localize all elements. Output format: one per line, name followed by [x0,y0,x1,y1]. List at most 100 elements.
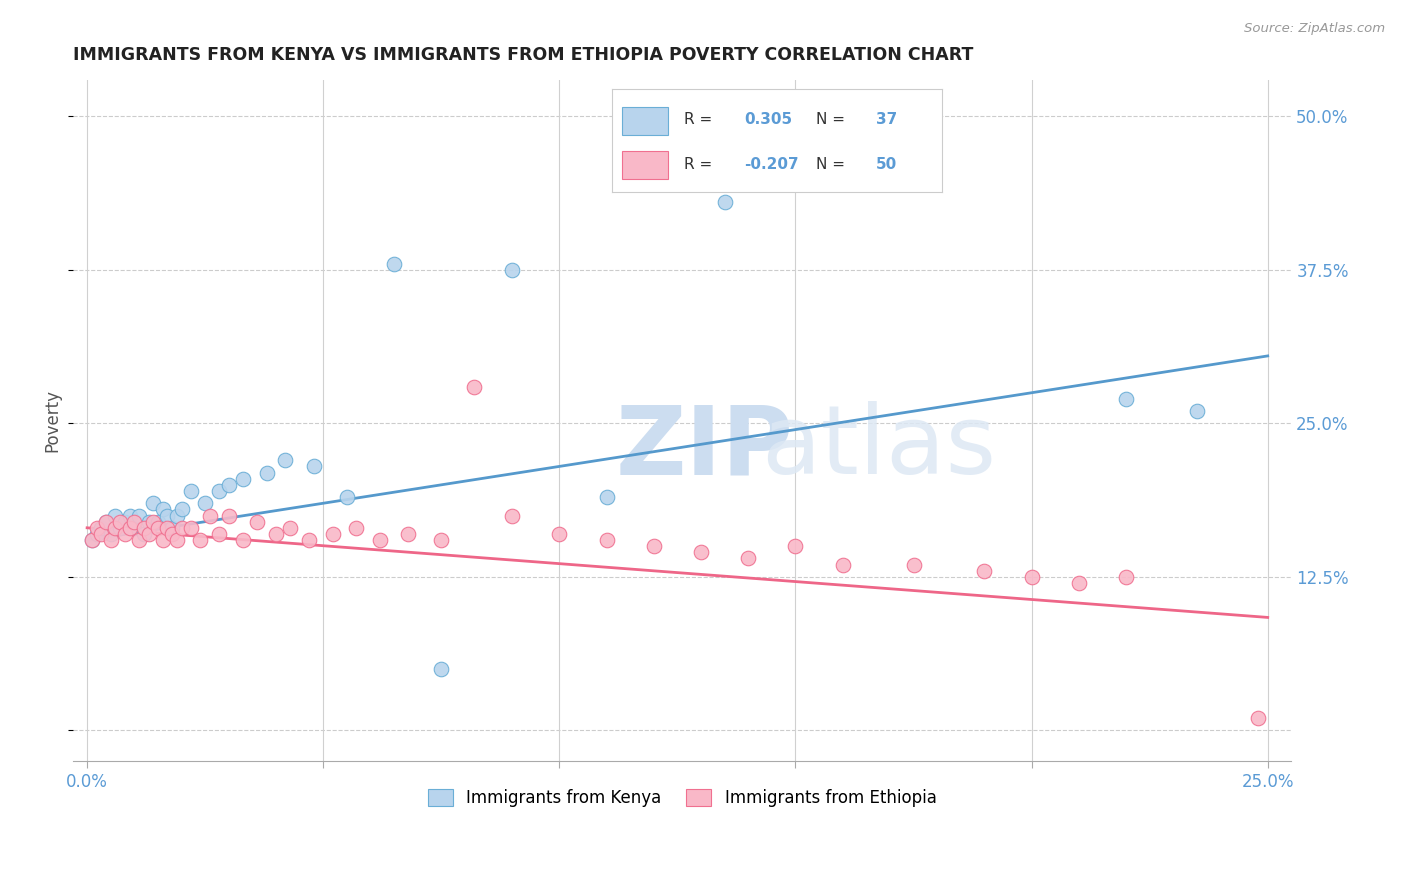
Point [256,466,278,480]
Point [831,558,853,572]
Point [595,490,617,504]
Point [90,521,112,535]
Point [132,521,155,535]
Point [298,533,321,547]
Point [198,508,221,523]
Point [108,521,131,535]
Text: Source: ZipAtlas.com: Source: ZipAtlas.com [1244,22,1385,36]
Point [548,527,571,541]
Point [463,379,485,393]
Text: IMMIGRANTS FROM KENYA VS IMMIGRANTS FROM ETHIOPIA POVERTY CORRELATION CHART: IMMIGRANTS FROM KENYA VS IMMIGRANTS FROM… [73,46,973,64]
Point [903,558,925,572]
Point [128,508,150,523]
Point [80,533,103,547]
Point [180,521,202,535]
Y-axis label: Poverty: Poverty [44,389,60,452]
Point [104,521,127,535]
Point [396,527,419,541]
Point [368,533,391,547]
Point [595,533,617,547]
Point [1115,392,1137,406]
Bar [621,151,668,179]
Text: 0.305: 0.305 [744,112,792,128]
Point [114,527,136,541]
Text: R =: R = [685,112,717,128]
Point [170,502,193,516]
Point [218,508,240,523]
Point [1247,711,1270,725]
Point [246,515,269,529]
Text: 50: 50 [876,157,897,171]
Point [138,527,160,541]
Point [194,496,217,510]
Point [128,533,150,547]
Text: -0.207: -0.207 [744,157,799,171]
Point [114,515,136,529]
Point [146,515,169,529]
Point [152,533,174,547]
Point [1021,570,1043,584]
Point [152,502,174,516]
Text: ZIP: ZIP [616,401,793,494]
Point [218,478,240,492]
Point [302,459,325,474]
Point [160,527,183,541]
Legend: Immigrants from Kenya, Immigrants from Ethiopia: Immigrants from Kenya, Immigrants from E… [420,782,943,814]
Point [124,521,146,535]
Point [501,508,523,523]
Point [100,533,122,547]
Point [94,515,117,529]
Text: N =: N = [817,112,851,128]
Point [208,527,231,541]
Point [86,527,108,541]
Text: atlas: atlas [761,401,997,494]
Text: R =: R = [685,157,717,171]
Point [108,515,131,529]
Point [855,146,877,161]
Point [166,533,188,547]
Point [1115,570,1137,584]
Point [1185,404,1208,418]
Point [208,483,231,498]
Point [160,521,183,535]
Point [118,508,141,523]
Point [336,490,359,504]
Point [430,533,453,547]
Point [86,521,108,535]
Point [104,508,127,523]
Point [100,527,122,541]
Point [501,263,523,277]
Point [166,508,188,523]
Point [382,257,405,271]
Point [80,533,103,547]
Point [278,521,301,535]
Point [1067,576,1090,591]
Text: N =: N = [817,157,851,171]
Point [643,539,665,553]
Point [142,515,165,529]
Point [190,533,212,547]
Point [170,521,193,535]
Text: 37: 37 [876,112,897,128]
Point [142,496,165,510]
Point [180,483,202,498]
Point [785,539,807,553]
Bar [621,107,668,136]
Point [973,564,995,578]
Point [124,515,146,529]
Point [118,521,141,535]
Point [156,521,179,535]
Point [132,527,155,541]
Point [737,551,759,566]
Point [90,527,112,541]
Point [94,515,117,529]
Point [146,521,169,535]
Point [430,662,453,676]
Point [232,472,254,486]
Point [344,521,367,535]
Point [232,533,254,547]
Point [690,545,713,559]
Point [138,515,160,529]
Point [322,527,344,541]
Point [713,195,735,210]
